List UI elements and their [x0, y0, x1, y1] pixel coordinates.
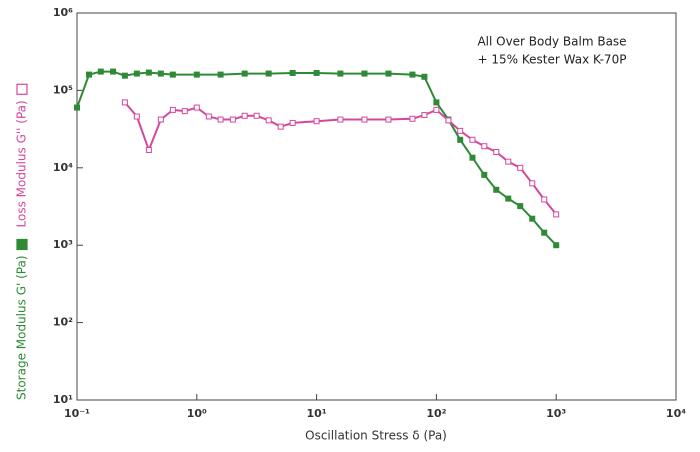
annotation: + 15% Kester Wax K-70P	[478, 53, 627, 67]
data-point	[529, 180, 536, 187]
data-point	[433, 106, 440, 113]
data-point	[361, 116, 368, 123]
data-point	[193, 71, 200, 78]
data-point	[145, 69, 152, 76]
data-point	[253, 112, 260, 119]
x-tick-label: 10²	[426, 407, 446, 420]
y-axis-label: Storage Modulus G' (Pa) Loss Modulus G'' …	[15, 83, 29, 400]
y-tick-label: 10²	[53, 316, 73, 329]
data-point	[481, 171, 488, 178]
data-point	[469, 154, 476, 161]
data-point	[217, 71, 224, 78]
data-point	[421, 73, 428, 80]
data-point	[445, 117, 452, 124]
data-point	[289, 69, 296, 76]
plot-frame	[76, 12, 677, 401]
data-point	[121, 72, 128, 79]
data-point	[217, 116, 224, 123]
data-point	[181, 108, 188, 115]
y-tick-label: 10¹	[53, 393, 73, 406]
data-point	[469, 136, 476, 143]
data-point	[385, 70, 392, 77]
data-point	[457, 136, 464, 143]
data-point	[541, 229, 548, 236]
data-point	[505, 158, 512, 165]
data-point	[157, 116, 164, 123]
data-point	[74, 104, 80, 111]
data-point	[157, 70, 164, 77]
data-point	[313, 69, 320, 76]
data-point	[133, 70, 140, 77]
data-point	[169, 71, 176, 78]
data-point	[337, 70, 344, 77]
data-point	[110, 68, 117, 75]
data-point	[553, 242, 560, 249]
legend-marker	[16, 83, 28, 95]
x-tick-label: 10⁴	[666, 407, 686, 420]
data-point	[241, 70, 248, 77]
data-point	[121, 99, 128, 106]
legend-marker	[16, 238, 28, 251]
data-point	[493, 149, 500, 156]
data-point	[517, 203, 524, 210]
data-point	[517, 164, 524, 171]
series-line	[76, 70, 557, 246]
data-point	[553, 211, 560, 218]
data-point	[505, 195, 512, 202]
data-point	[193, 104, 200, 111]
data-point	[241, 112, 248, 119]
data-point	[265, 117, 272, 124]
data-point	[145, 146, 152, 153]
data-point	[385, 116, 392, 123]
y-tick-label: 10³	[53, 238, 73, 251]
data-point	[409, 115, 416, 122]
data-point	[133, 113, 140, 120]
legend-label: Storage Modulus G' (Pa)	[15, 255, 29, 400]
data-point	[265, 70, 272, 77]
data-point	[289, 119, 296, 126]
data-point	[361, 70, 368, 77]
data-point	[457, 127, 464, 134]
x-tick-label: 10¹	[307, 407, 327, 420]
data-point	[481, 143, 488, 150]
data-point	[97, 68, 104, 75]
data-point	[421, 112, 428, 119]
data-point	[169, 106, 176, 113]
x-tick-label: 10⁰	[187, 407, 207, 420]
data-point	[277, 123, 284, 130]
data-point	[493, 186, 500, 193]
y-tick-label: 10⁵	[53, 83, 73, 96]
data-point	[541, 196, 548, 203]
data-point	[409, 71, 416, 78]
annotation: All Over Body Balm Base	[477, 35, 626, 49]
data-point	[313, 118, 320, 125]
data-point	[433, 99, 440, 106]
legend-label: Loss Modulus G'' (Pa)	[15, 100, 29, 227]
x-axis-label: Oscillation Stress δ (Pa)	[305, 429, 447, 443]
data-point	[86, 71, 93, 78]
x-tick-label: 10⁻¹	[64, 407, 90, 420]
data-point	[205, 113, 212, 120]
y-tick-label: 10⁶	[53, 6, 73, 19]
y-tick-label: 10⁴	[53, 161, 73, 174]
x-tick-label: 10³	[546, 407, 566, 420]
data-point	[529, 215, 536, 222]
data-point	[229, 116, 236, 123]
data-point	[337, 116, 344, 123]
